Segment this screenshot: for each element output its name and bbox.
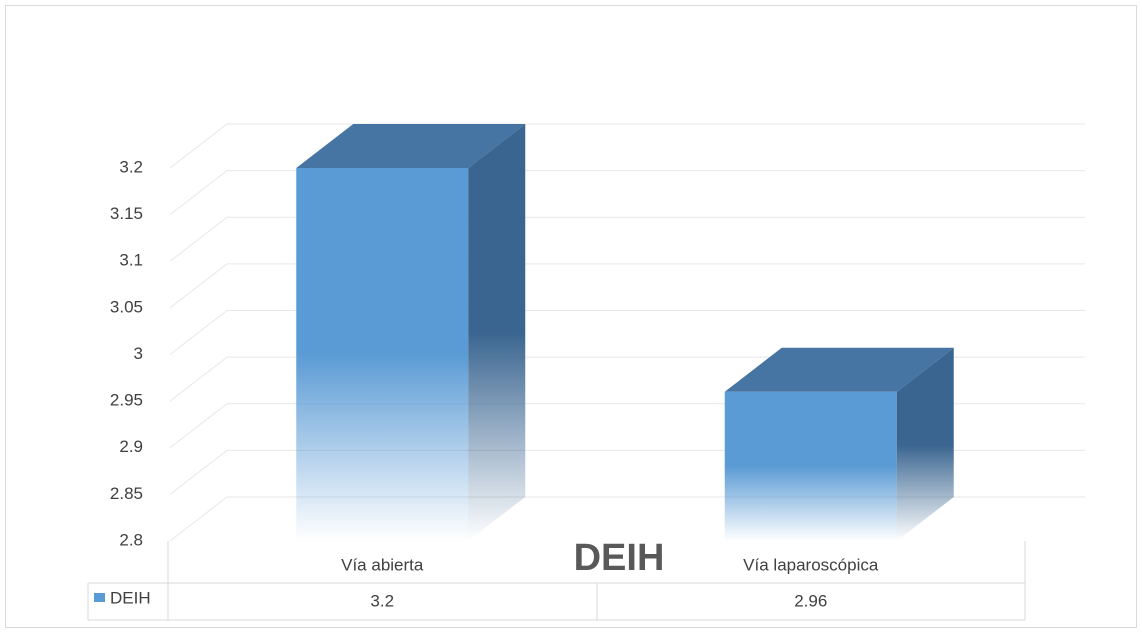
legend-label: DEIH <box>110 588 151 607</box>
y-tick-label: 2.9 <box>119 437 143 456</box>
grid-line <box>169 263 1085 309</box>
frame <box>5 5 1137 628</box>
bar-side <box>896 347 954 541</box>
bar-front <box>296 168 469 541</box>
table-value: 3.2 <box>370 591 394 610</box>
y-tick-label: 3.05 <box>110 297 143 316</box>
bar-top <box>724 347 954 392</box>
data-table <box>87 541 1026 621</box>
y-tick-label: 3.1 <box>119 251 143 270</box>
x-tick-label: Vía abierta <box>341 555 424 574</box>
y-tick-label: 2.8 <box>119 530 143 549</box>
y-tick-label: 3 <box>134 344 143 363</box>
bar-side <box>468 124 526 541</box>
x-tick-label: Vía laparoscópica <box>743 555 879 574</box>
y-tick-label: 3.15 <box>110 204 143 223</box>
y-tick-label: 2.85 <box>110 484 143 503</box>
legend-swatch <box>94 593 105 602</box>
bar-top <box>296 124 526 168</box>
grid-line <box>169 123 1085 169</box>
chart-title: DEIH <box>574 537 665 579</box>
y-tick-label: 2.95 <box>110 391 143 410</box>
table-value: 2.96 <box>794 591 827 610</box>
grid-line <box>169 170 1085 216</box>
bar-front <box>724 391 897 541</box>
grid-line <box>169 216 1085 262</box>
y-tick-label: 3.2 <box>119 157 143 176</box>
grid-line <box>169 310 1085 355</box>
